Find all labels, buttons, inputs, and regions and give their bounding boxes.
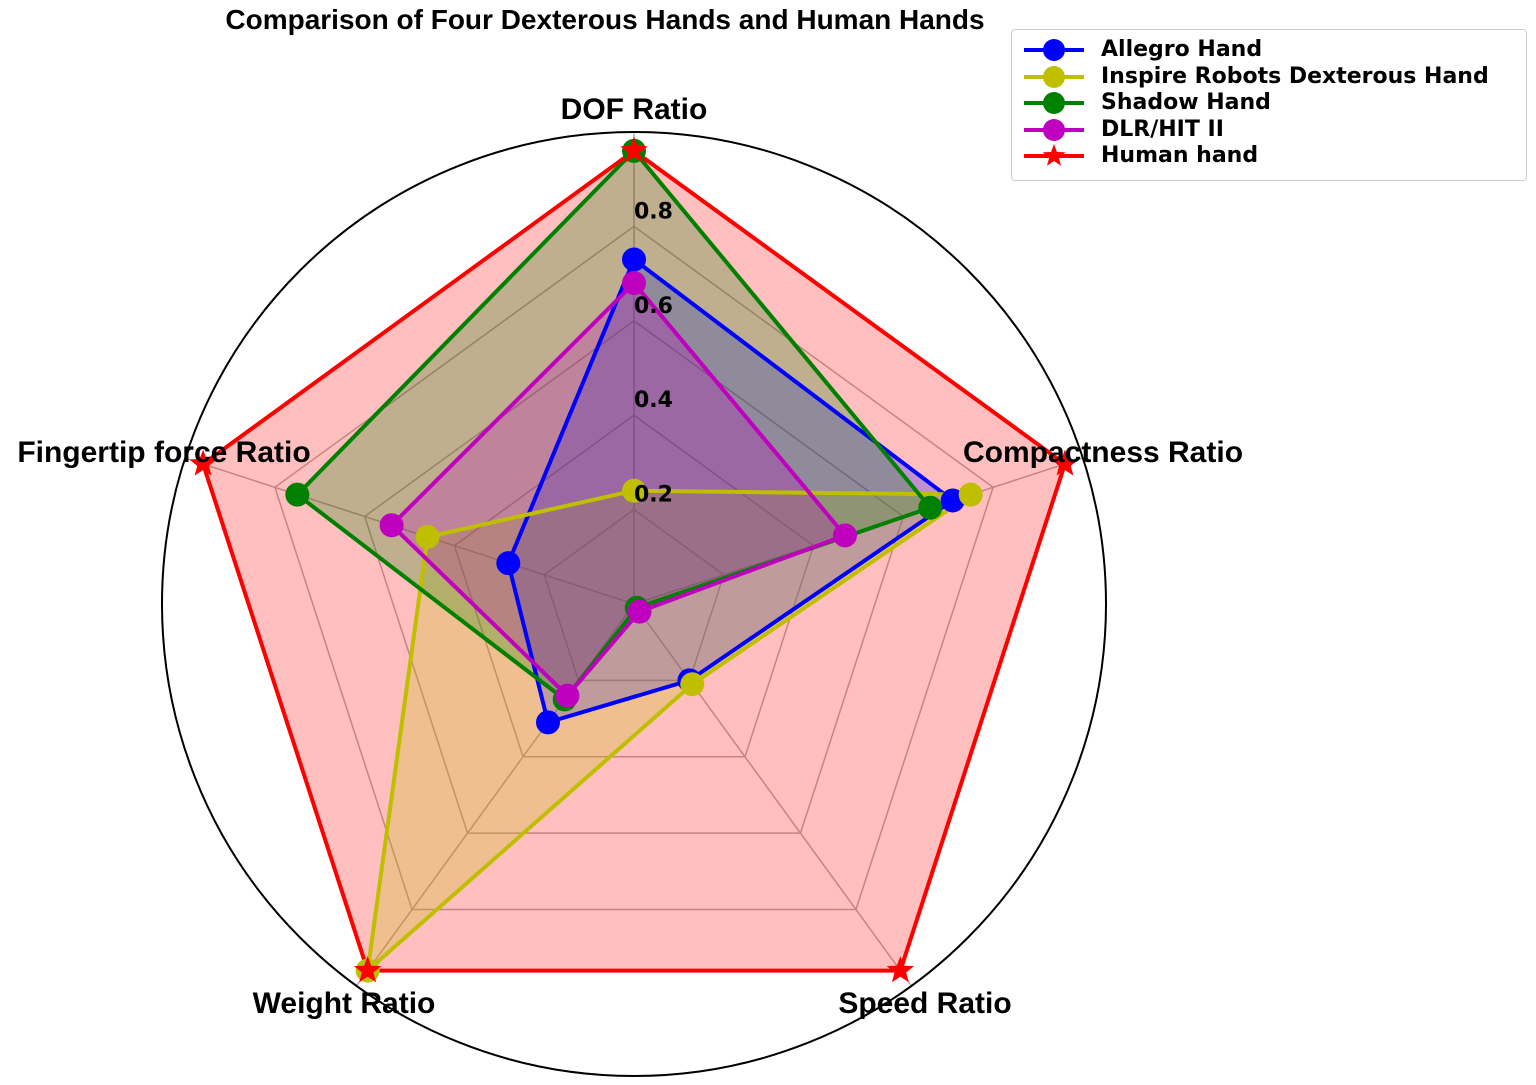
marker-dlr-hit-ii-speed-ratio xyxy=(627,599,652,624)
gridline-0.8 xyxy=(273,225,995,911)
axis-label-dof-ratio: DOF Ratio xyxy=(561,93,708,126)
legend-label: DLR/HIT II xyxy=(1101,116,1224,142)
legend-item-human-hand: Human hand xyxy=(1022,143,1522,169)
tick-label-0.2: 0.2 xyxy=(634,483,673,508)
series-markers xyxy=(189,136,1079,983)
tick-label-0.6: 0.6 xyxy=(634,294,673,319)
series-fill-shadow-hand xyxy=(297,150,931,700)
marker-dlr-hit-ii-fingertip-force-ratio xyxy=(379,513,404,538)
gridline-0.2 xyxy=(543,508,725,682)
legend: Allegro Hand Inspire Robots Dexterous Han… xyxy=(1011,29,1527,181)
series-lines xyxy=(201,148,1067,973)
legend-item-inspire-robots-dexterous-hand: Inspire Robots Dexterous Hand xyxy=(1022,64,1522,90)
legend-label: Shadow Hand xyxy=(1101,90,1271,115)
axis-label-weight-ratio: Weight Ratio xyxy=(253,987,436,1020)
marker-human-hand-speed-ratio xyxy=(886,956,915,983)
legend-label: Human hand xyxy=(1101,143,1259,168)
marker-inspire-robots-dexterous-hand-dof-ratio xyxy=(622,478,646,503)
marker-allegro-hand-dof-ratio xyxy=(622,247,646,272)
series-line-human-hand xyxy=(201,148,1067,973)
legend-swatch-dlr-hit-ii xyxy=(1024,118,1084,141)
marker-inspire-robots-dexterous-hand-compactness-ratio xyxy=(958,482,983,507)
axis-labels: DOF Ratio Compactness Ratio Speed Ratio Wei… xyxy=(17,93,1243,1020)
radial-tick-labels: 0.2 0.4 0.6 0.8 xyxy=(634,199,673,507)
legend-swatch-allegro-hand xyxy=(1024,39,1084,61)
marker-human-hand-weight-ratio xyxy=(353,956,382,983)
legend-swatch-inspire-robots-dexterous-hand xyxy=(1024,65,1084,88)
marker-dlr-hit-ii-compactness-ratio xyxy=(832,523,857,548)
legend-swatch-shadow-hand xyxy=(1024,92,1084,114)
marker-shadow-hand-fingertip-force-ratio xyxy=(285,482,310,507)
marker-human-hand-dof-ratio xyxy=(620,136,648,163)
axis-label-fingertip-force-ratio: Fingertip force Ratio xyxy=(17,436,310,469)
marker-inspire-robots-dexterous-hand-fingertip-force-ratio xyxy=(415,524,440,549)
marker-human-hand-compactness-ratio xyxy=(1051,449,1079,476)
marker-inspire-robots-dexterous-hand-speed-ratio xyxy=(680,672,705,697)
legend-item-shadow-hand: Shadow Hand xyxy=(1022,90,1522,116)
spoke-speed-ratio xyxy=(633,603,913,987)
marker-human-hand-fingertip-force-ratio xyxy=(189,449,217,476)
legend-label: Allegro Hand xyxy=(1101,37,1263,62)
tick-label-0.8: 0.8 xyxy=(634,199,673,224)
marker-allegro-hand-weight-ratio xyxy=(536,710,560,735)
series-fill-dlr-hit-ii xyxy=(391,283,845,696)
axis-label-speed-ratio: Speed Ratio xyxy=(838,987,1011,1020)
marker-shadow-hand-compactness-ratio xyxy=(918,495,943,520)
series-fill-human-hand xyxy=(203,150,1065,971)
marker-dlr-hit-ii-weight-ratio xyxy=(555,683,580,708)
tick-label-0.4: 0.4 xyxy=(634,388,673,413)
axis-label-compactness-ratio: Compactness Ratio xyxy=(963,436,1243,469)
legend-item-dlr-hit-ii: DLR/HIT II xyxy=(1022,117,1522,143)
chart-title: Comparison of Four Dexterous Hands and H… xyxy=(225,4,985,35)
legend-item-allegro-hand: Allegro Hand xyxy=(1022,37,1522,63)
legend-swatch-human-hand xyxy=(1024,144,1084,166)
legend-label: Inspire Robots Dexterous Hand xyxy=(1101,63,1489,89)
series-line-dlr-hit-ii xyxy=(389,281,847,698)
series-line-shadow-hand xyxy=(295,148,933,702)
marker-allegro-hand-fingertip-force-ratio xyxy=(496,551,521,576)
series-line-inspire-robots-dexterous-hand xyxy=(365,488,973,973)
gridline-0.6 xyxy=(363,319,905,834)
spoke-fingertip-force-ratio xyxy=(184,457,635,605)
marker-dlr-hit-ii-dof-ratio xyxy=(622,271,646,296)
outer-frame xyxy=(161,131,1107,1077)
